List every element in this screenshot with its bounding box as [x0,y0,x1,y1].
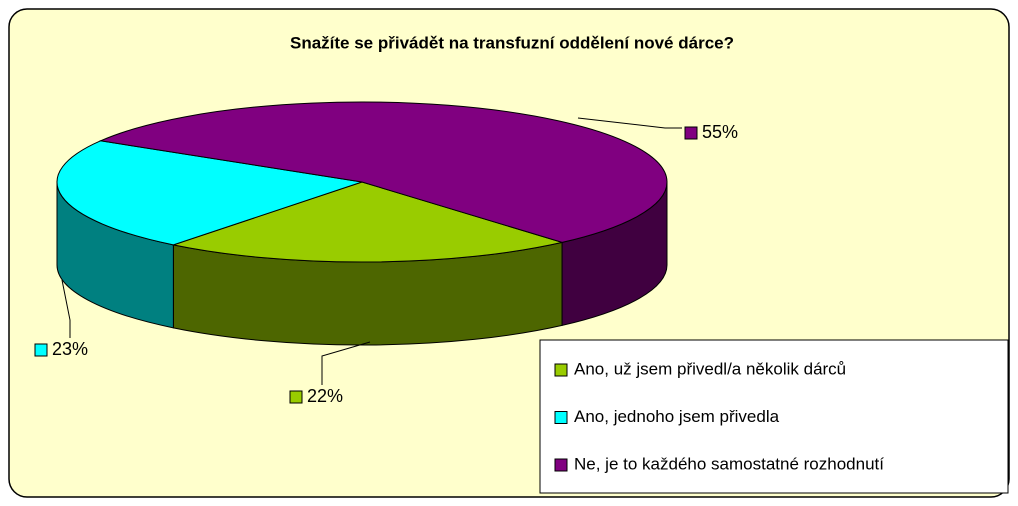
legend [539,339,1009,494]
legend-label: Ano, jednoho jsem přivedla [574,407,780,426]
leader-line [61,279,71,338]
leader-line [577,117,682,129]
legend-swatch [554,411,568,424]
pie [56,101,668,346]
legend-swatch [554,363,568,377]
value-label: 55% [702,122,738,142]
value-label-swatch [684,126,698,140]
leader-line [321,341,371,385]
slice [171,181,565,263]
legend-label: Ne, je to každého samostatné rozhodnutí [574,454,884,473]
value-label-swatch [34,343,48,357]
value-label-swatch [289,390,303,404]
legend-swatch [554,458,568,472]
value-label: 23% [52,339,88,359]
slice [56,140,363,246]
slice [98,101,668,243]
legend-label: Ano, už jsem přivedl/a několik dárců [574,359,846,378]
pie-sides [56,181,668,346]
value-label: 22% [307,386,343,406]
chart-title: Snažíte se přivádět na transfuzní odděle… [290,33,734,52]
